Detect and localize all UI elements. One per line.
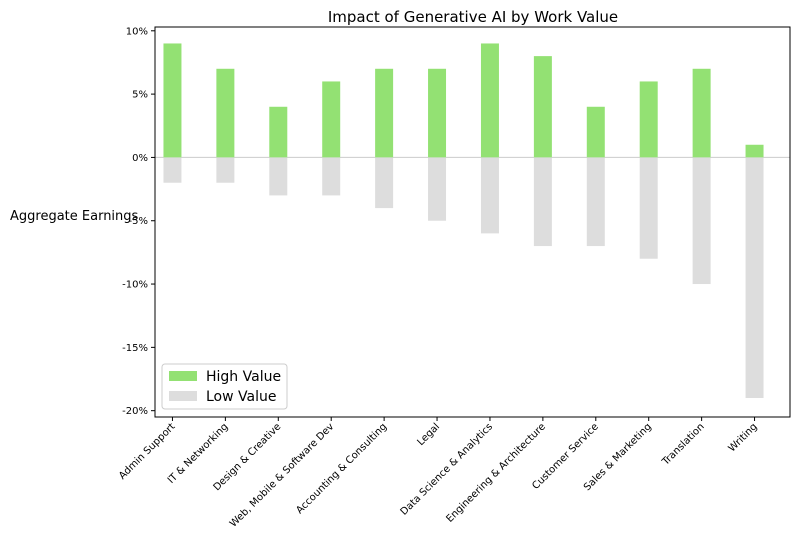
bar-high-4	[375, 68, 394, 158]
legend-swatch	[169, 391, 197, 401]
chart-title: Impact of Generative AI by Work Value	[328, 8, 618, 26]
bar-low-5	[428, 157, 447, 221]
bar-low-2	[269, 157, 288, 196]
y-tick-label: -15%	[122, 343, 148, 354]
bar-low-4	[375, 157, 394, 209]
legend-label: Low Value	[206, 389, 276, 405]
y-tick-label: -20%	[122, 406, 148, 417]
bar-high-6	[480, 43, 499, 158]
bar-low-6	[480, 157, 499, 234]
bar-high-0	[163, 43, 182, 158]
x-tick-label: Web, Mobile & Software Dev	[228, 421, 336, 529]
bar-high-2	[269, 106, 288, 158]
legend: High Value Low Value	[161, 363, 288, 410]
bar-low-9	[639, 157, 658, 259]
bar-high-1	[216, 68, 235, 158]
x-tick-label: Admin Support	[117, 421, 178, 482]
legend-swatch	[169, 371, 197, 381]
bar-high-11	[745, 144, 764, 158]
bars	[163, 43, 764, 399]
x-tick-label: Translation	[660, 421, 707, 468]
bar-low-8	[586, 157, 605, 247]
bar-low-3	[322, 157, 341, 196]
x-tick-label: Writing	[727, 421, 760, 454]
legend-label: High Value	[206, 369, 281, 385]
x-tick-label: Legal	[415, 421, 442, 448]
y-axis-label: Aggregate Earnings	[10, 209, 139, 224]
bar-low-0	[163, 157, 182, 183]
bar-high-3	[322, 81, 341, 158]
bar-low-11	[745, 157, 764, 399]
y-tick-label: -10%	[122, 280, 148, 291]
y-tick-label: 0%	[132, 153, 148, 164]
y-tick-label: 10%	[126, 26, 148, 37]
bar-high-7	[533, 56, 552, 158]
bar-high-10	[692, 68, 711, 158]
bar-low-1	[216, 157, 235, 183]
x-tick-label: Accounting & Consulting	[294, 421, 389, 516]
bar-high-9	[639, 81, 658, 158]
y-tick-label: 5%	[132, 90, 148, 101]
x-tick-label: Data Science & Analytics	[399, 421, 495, 517]
bar-high-5	[428, 68, 447, 158]
bar-low-7	[533, 157, 552, 247]
bar-low-10	[692, 157, 711, 285]
bar-high-8	[586, 106, 605, 158]
plot-frame	[154, 26, 791, 418]
x-tick-label: Engineering & Architecture	[444, 421, 548, 525]
y-tick-label: -5%	[129, 216, 148, 227]
y-axis-ticks: 10% 5% 0% -5% -10% -15% -20%	[122, 26, 155, 417]
